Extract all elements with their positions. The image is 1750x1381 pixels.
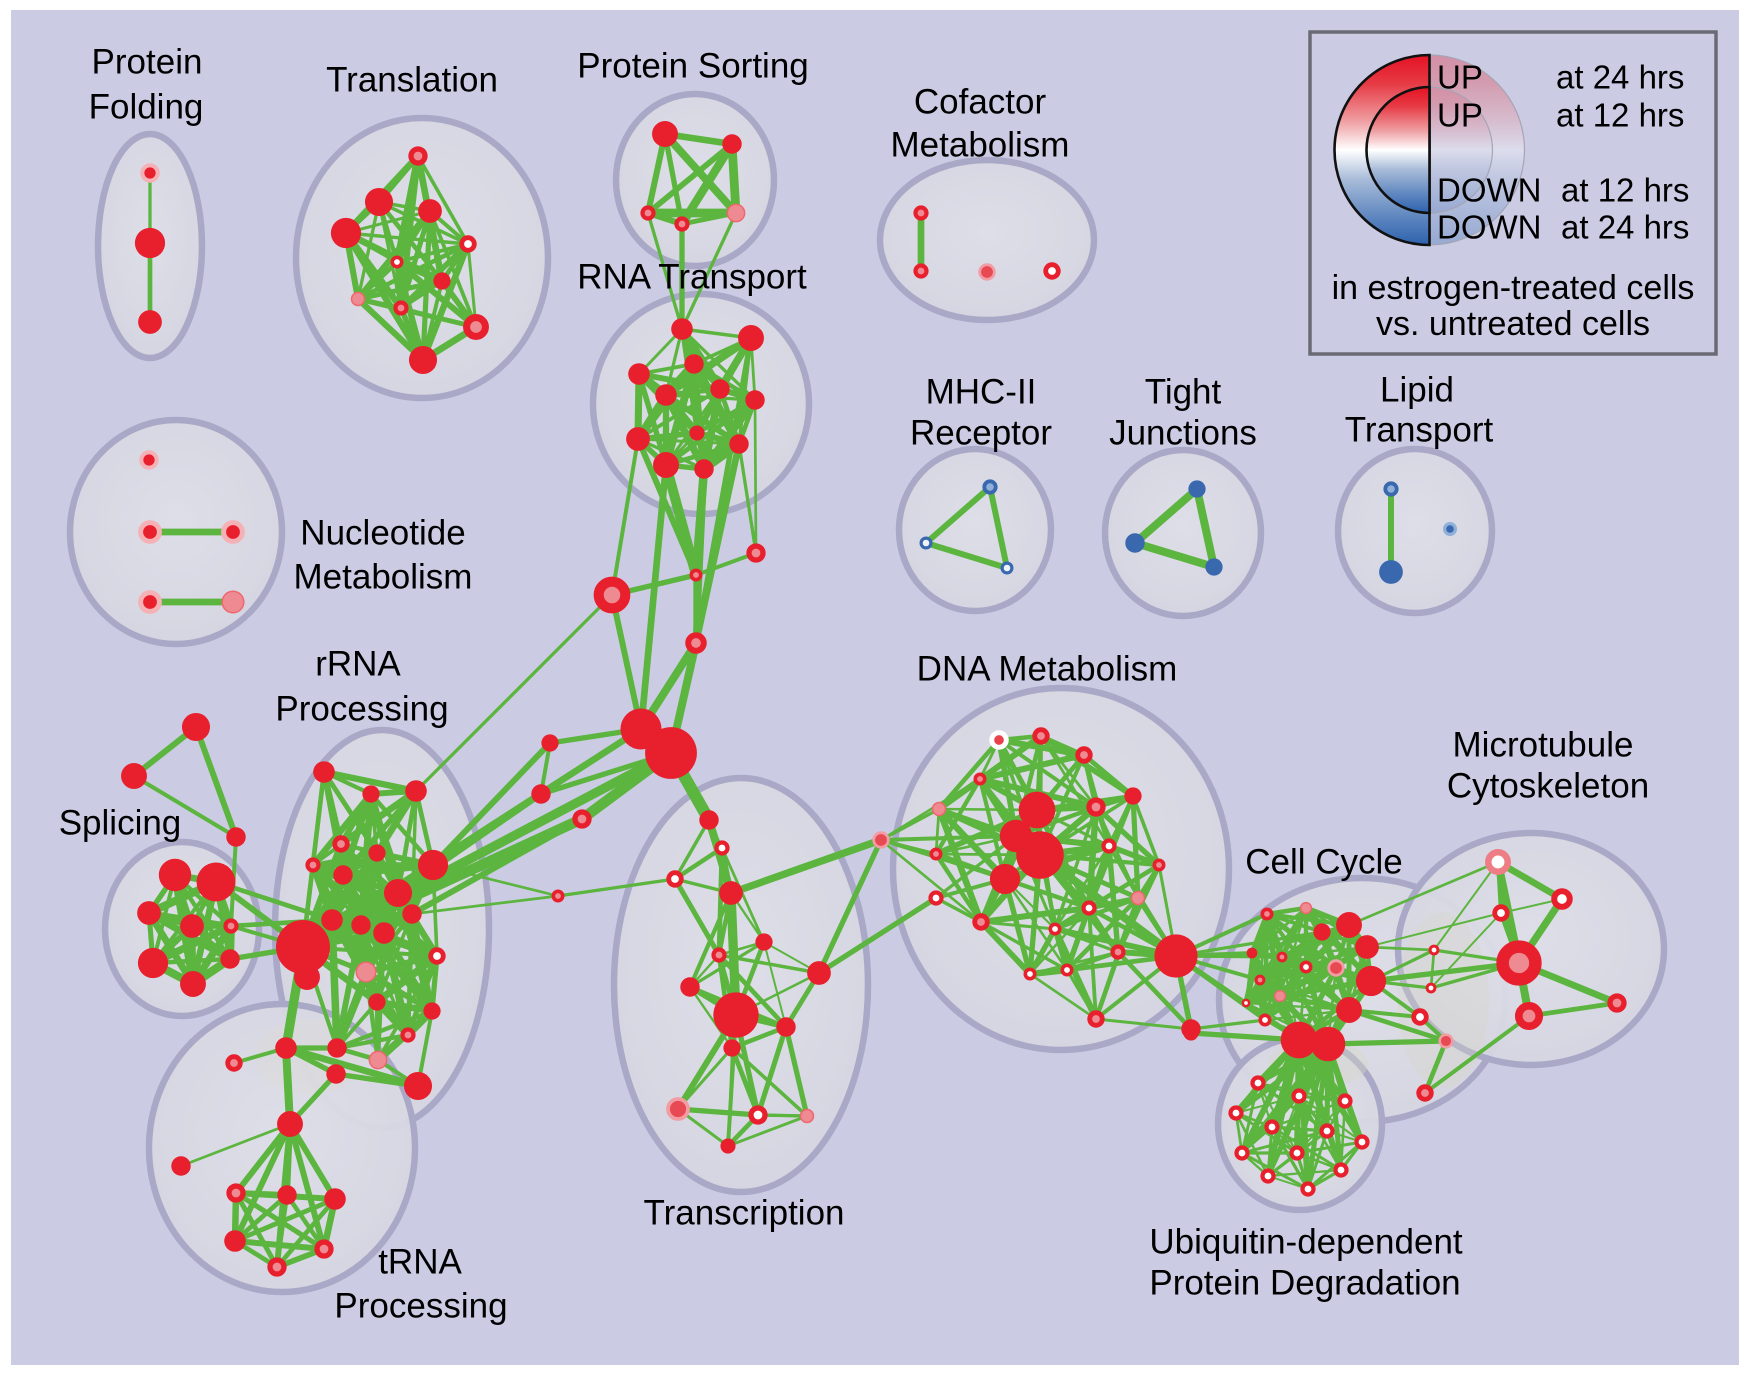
svg-text:RNA Transport: RNA Transport [577,258,807,297]
svg-text:DNA Metabolism: DNA Metabolism [917,650,1178,689]
svg-text:Ubiquitin-dependent: Ubiquitin-dependent [1149,1223,1463,1262]
svg-text:vs. untreated cells: vs. untreated cells [1376,305,1650,343]
svg-text:Cytoskeleton: Cytoskeleton [1447,767,1649,806]
svg-text:Nucleotide: Nucleotide [300,514,465,553]
svg-text:DOWN: DOWN [1437,209,1541,246]
svg-text:Protein Degradation: Protein Degradation [1149,1264,1460,1303]
svg-text:Processing: Processing [334,1287,507,1326]
svg-text:Protein Sorting: Protein Sorting [577,47,809,86]
svg-text:Processing: Processing [275,690,448,729]
svg-text:Junctions: Junctions [1109,414,1257,453]
svg-text:Folding: Folding [89,88,204,127]
svg-text:UP: UP [1437,59,1483,96]
svg-text:Metabolism: Metabolism [891,126,1070,165]
svg-text:Receptor: Receptor [910,414,1052,453]
svg-text:Protein: Protein [92,43,203,82]
svg-text:Transcription: Transcription [644,1194,845,1233]
svg-text:at 24 hrs: at 24 hrs [1556,59,1684,96]
svg-text:Transport: Transport [1345,411,1494,450]
svg-text:tRNA: tRNA [378,1243,462,1282]
svg-text:Metabolism: Metabolism [294,558,473,597]
svg-text:Cofactor: Cofactor [914,83,1047,122]
svg-text:DOWN: DOWN [1437,172,1541,209]
svg-text:MHC-II: MHC-II [926,373,1037,412]
svg-text:at 24 hrs: at 24 hrs [1561,209,1689,246]
svg-text:Microtubule: Microtubule [1453,726,1634,765]
svg-text:at 12 hrs: at 12 hrs [1561,172,1689,209]
svg-text:at 12 hrs: at 12 hrs [1556,97,1684,134]
svg-text:Cell Cycle: Cell Cycle [1245,843,1403,882]
svg-text:Lipid: Lipid [1380,371,1454,410]
svg-text:Translation: Translation [326,61,498,100]
svg-text:in estrogen-treated cells: in estrogen-treated cells [1332,269,1695,307]
svg-text:Tight: Tight [1145,373,1222,412]
svg-text:UP: UP [1437,97,1483,134]
svg-text:rRNA: rRNA [315,645,401,684]
svg-text:Splicing: Splicing [59,804,182,843]
